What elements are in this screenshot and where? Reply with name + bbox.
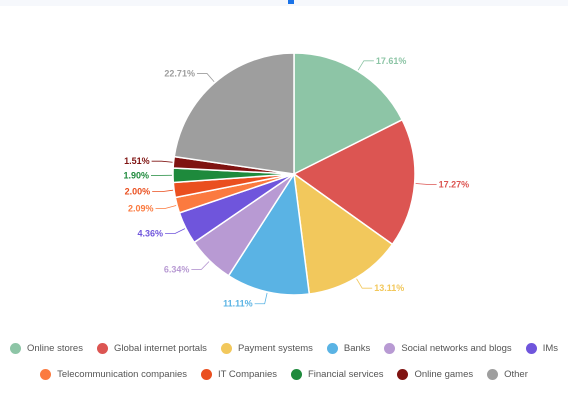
legend-label: IT Companies [218,369,277,380]
data-label-other: 22.71% [164,68,195,78]
slice-online-stores[interactable] [293,52,404,176]
legend-item-banks[interactable]: Banks [326,343,371,354]
legend-swatch-icon [96,343,108,354]
legend-swatch-icon [384,343,396,354]
leader-line-other [196,73,215,83]
legend-row-2: Telecommunication companies IT Companies F… [0,369,568,380]
legend-label: Online stores [27,343,83,354]
leader-line-it-companies [152,189,174,193]
legend-item-social-networks-and-blogs[interactable]: Social networks and blogs [384,343,512,354]
legend-item-other[interactable]: Other [487,369,528,380]
pie-chart: 17.61% 17.27% 13.11% 11.11% 6.34% 4.36% 2.09% 2… [123,52,470,309]
slice-global-internet-portals[interactable] [292,118,416,246]
legend-label: Global internet portals [113,343,207,354]
legend-item-global-internet-portals[interactable]: Global internet portals [96,343,207,354]
data-label-social-networks-and-blogs: 6.34% [164,264,190,274]
data-label-global-internet-portals: 17.27% [439,179,470,189]
legend-item-ims[interactable]: IMs [525,343,558,354]
data-label-payment-systems: 13.11% [374,283,404,293]
leader-line-banks [254,292,268,305]
legend-item-financial-services[interactable]: Financial services [290,369,384,380]
leader-line-online-games [151,160,173,163]
leader-line-telecommunication-companies [155,205,177,209]
legend-row-1: Online stores Global internet portals Paym… [0,343,568,354]
legend-swatch-icon [397,369,409,380]
legend-swatch-icon [10,343,21,354]
data-label-online-games: 1.51% [124,156,150,166]
legend-swatch-icon [201,369,213,380]
legend-label: IMs [542,343,558,354]
legend-item-payment-systems[interactable]: Payment systems [220,343,313,354]
leader-line-online-stores [357,60,374,71]
legend-label: Online games [414,369,474,380]
data-label-online-stores: 17.61% [376,56,407,66]
data-label-telecommunication-companies: 2.09% [128,203,154,213]
legend-swatch-icon [290,369,302,380]
data-label-ims: 4.36% [138,229,164,239]
slice-banks[interactable] [227,171,311,296]
leader-line-ims [165,228,186,234]
legend-item-online-games[interactable]: Online games [397,369,473,380]
slice-payment-systems[interactable] [293,172,394,295]
legend-label: Other [504,369,528,380]
legend-label: Banks [343,343,371,354]
data-label-banks: 11.11% [223,299,253,309]
legend-item-telecommunication-companies[interactable]: Telecommunication companies [40,369,187,380]
legend-item-online-stores[interactable]: Online stores [10,343,83,354]
legend-label: Telecommunication companies [57,369,188,380]
legend-label: Social networks and blogs [401,343,512,354]
legend-item-it-companies[interactable]: IT Companies [201,369,277,380]
top-border [0,0,568,6]
leader-line-social-networks-and-blogs [191,261,210,270]
legend-label: Payment systems [237,343,313,354]
data-label-financial-services: 1.90% [123,170,149,180]
legend-swatch-icon [326,343,338,354]
legend-label: Financial services [307,369,384,380]
leader-line-payment-systems [356,278,373,289]
slice-other[interactable] [173,52,295,175]
leader-line-global-internet-portals [415,183,437,185]
legend-swatch-icon [487,369,499,380]
legend-swatch-icon [220,343,232,354]
data-label-it-companies: 2.00% [125,187,151,197]
legend-swatch-icon [525,343,537,354]
legend-swatch-icon [40,369,52,380]
top-accent-mark [288,0,294,4]
